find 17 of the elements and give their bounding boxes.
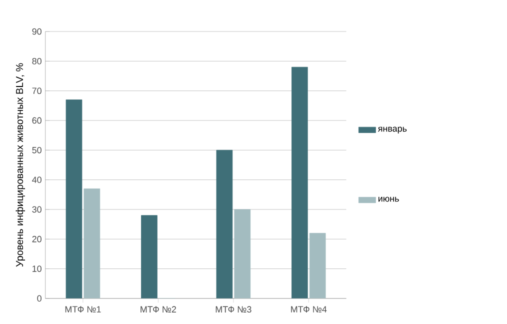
y-tick-label: 40 bbox=[32, 176, 42, 183]
y-tick-label: 50 bbox=[32, 146, 42, 154]
x-tick-label: МТФ №1 bbox=[65, 306, 101, 312]
x-tick-label: МТФ №2 bbox=[140, 306, 176, 313]
y-tick-label: 90 bbox=[32, 28, 42, 35]
y-tick-label: 0 bbox=[37, 295, 42, 302]
y-tick-label: 60 bbox=[32, 117, 42, 124]
y-tick-label: 10 bbox=[32, 266, 42, 272]
x-tick-label: МТФ №4 bbox=[291, 306, 327, 312]
y-tick-label: 70 bbox=[32, 88, 42, 94]
x-tick-label: МТФ №3 bbox=[216, 306, 252, 313]
legend-label: январь bbox=[378, 126, 407, 134]
y-axis-title: Уровень инфицированных животных BLV, % bbox=[16, 63, 26, 267]
legend-label: июнь bbox=[378, 196, 399, 202]
y-tick-label: 80 bbox=[32, 58, 42, 64]
y-tick-label: 30 bbox=[32, 206, 42, 213]
y-tick-label: 20 bbox=[32, 236, 42, 242]
